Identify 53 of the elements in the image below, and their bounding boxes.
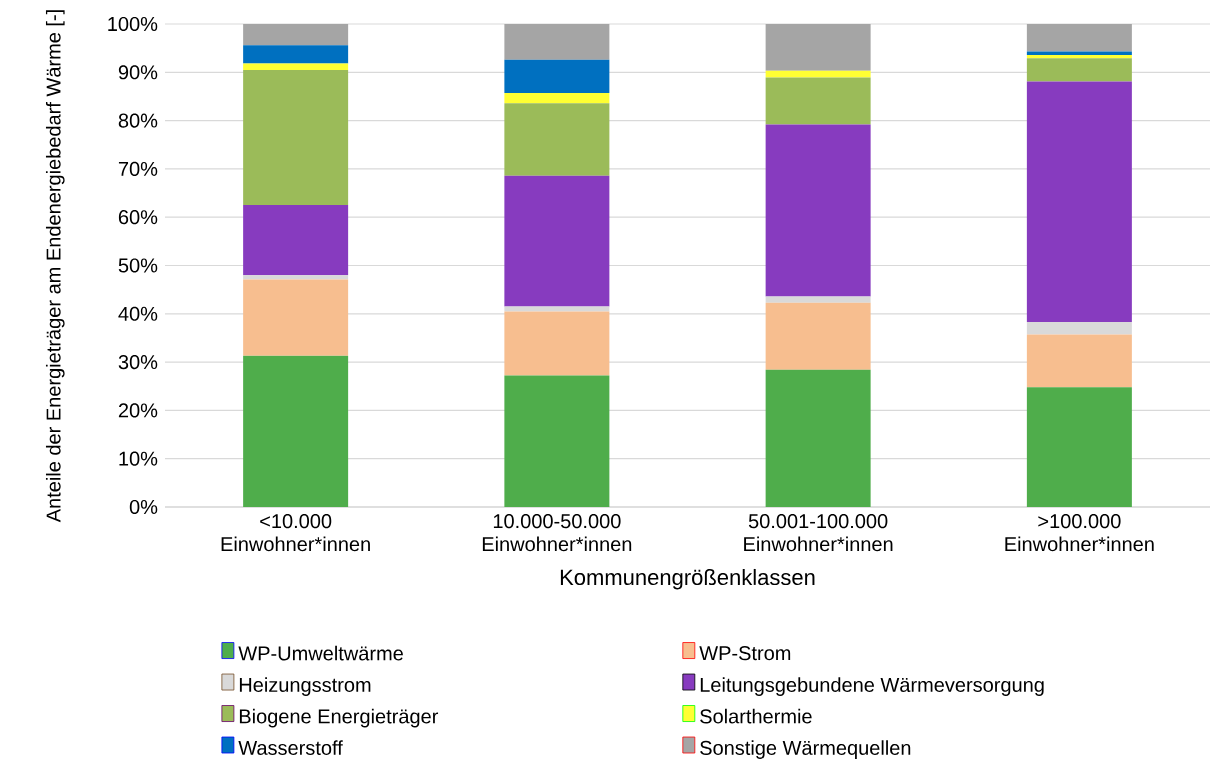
bar (243, 69, 349, 206)
bar (765, 369, 871, 507)
bar (243, 355, 349, 507)
y-tick-label: 40% (118, 306, 158, 321)
bar (504, 93, 610, 104)
bar (1026, 334, 1132, 388)
x-tick-label: 50.001-100.000 Einwohner*innen (744, 514, 893, 552)
y-tick-label: 50% (118, 258, 158, 273)
legend-label: Biogene Energieträger (239, 708, 439, 728)
legend-label: Leitungsgebundene Wärmeversorgung (700, 677, 1044, 696)
bar (504, 175, 610, 307)
bar (243, 24, 349, 46)
bar (765, 302, 871, 370)
x-tick-label: >100.000 Einwohner*innen (1005, 514, 1154, 552)
y-tick-label: 10% (119, 451, 158, 466)
x-axis-title: Kommunengrößenklassen (560, 568, 815, 590)
y-axis-title: Anteile der Energieträger am Endenergiebedarf Wärme [-] (45, 10, 65, 523)
y-tick-label: 90% (118, 65, 158, 80)
y-tick-label: 100% (108, 16, 158, 32)
bar (1026, 387, 1132, 507)
bar (1026, 322, 1132, 335)
bar (504, 59, 610, 94)
legend-label: WP-Strom (699, 646, 791, 661)
y-tick-label: 80% (118, 113, 158, 128)
legend-label: Wasserstoff (238, 740, 343, 755)
bar (243, 279, 349, 356)
y-tick-label: 0% (129, 499, 158, 515)
bar (504, 24, 610, 60)
legend-label: WP-Umweltwärme (238, 645, 403, 661)
x-tick-label: 10.000-50.000 Einwohner*innen (482, 514, 632, 552)
bar (765, 296, 871, 303)
bar (1026, 24, 1132, 52)
bar (765, 24, 871, 71)
bar (765, 70, 871, 78)
bar (243, 45, 349, 64)
x-tick-label: <10.000 Einwohner*innen (221, 514, 370, 552)
y-tick-label: 30% (118, 355, 158, 370)
y-tick-label: 60% (118, 210, 158, 225)
bar (765, 124, 871, 297)
bar (1026, 81, 1132, 322)
legend-label: Solarthermie (700, 708, 812, 724)
bar (243, 275, 349, 280)
bar (504, 103, 610, 176)
bar (765, 77, 871, 125)
bar (504, 375, 610, 507)
legend-label: Sonstige Wärmequellen (700, 740, 911, 759)
bar (243, 63, 349, 70)
bar (1026, 58, 1132, 82)
legend-label: Heizungsstrom (239, 677, 371, 696)
y-tick-label: 70% (118, 161, 158, 176)
y-tick-label: 20% (118, 403, 158, 418)
bar (504, 311, 610, 376)
bar (243, 205, 349, 276)
